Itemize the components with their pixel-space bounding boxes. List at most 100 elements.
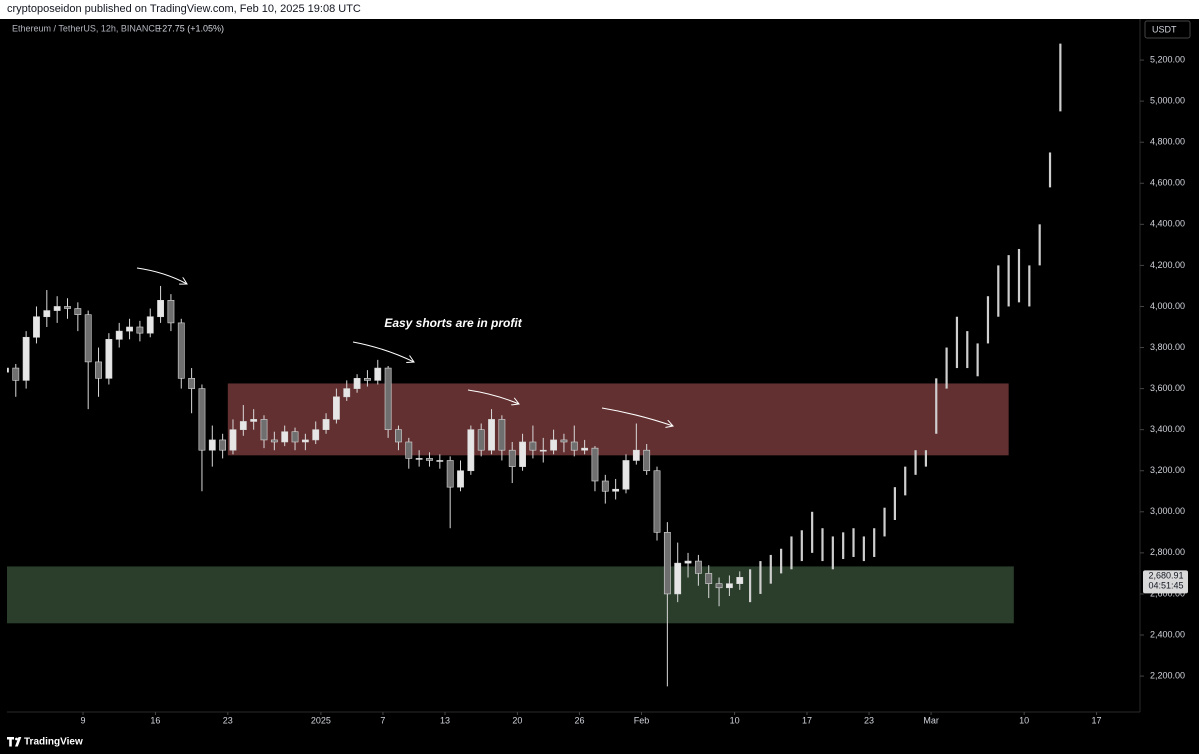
y-tick-label: 3,800.00 <box>1150 342 1185 352</box>
candle-body <box>7 367 9 373</box>
candle-body <box>12 367 20 381</box>
candle-body <box>591 447 599 482</box>
arrows <box>136 267 673 426</box>
candle-body <box>146 316 154 334</box>
candle-body <box>736 577 744 584</box>
candle-body <box>95 361 102 379</box>
x-tick-label: 10 <box>730 715 740 725</box>
publisher-text: cryptoposeidon published on TradingView.… <box>7 3 361 15</box>
x-tick-label: 23 <box>223 715 233 725</box>
candle-body <box>622 460 630 490</box>
candle-body <box>22 336 30 381</box>
candle-body <box>177 322 185 379</box>
x-tick-label: 23 <box>864 715 874 725</box>
x-tick-label: Mar <box>923 715 939 725</box>
x-tick-label: 26 <box>574 715 584 725</box>
brand-logo <box>7 737 22 747</box>
candle-body <box>457 470 464 488</box>
y-tick-label: 4,400.00 <box>1150 219 1185 229</box>
candle-body <box>343 388 351 398</box>
x-tick-label: Feb <box>634 715 650 725</box>
candle-body <box>446 460 454 488</box>
candle-body <box>715 583 723 589</box>
candle-body <box>301 439 309 443</box>
candle-body <box>726 583 733 589</box>
publisher-bar: cryptoposeidon published on TradingView.… <box>0 0 1199 19</box>
symbol-label: Ethereum / TetherUS, 12h, BINANCE <box>12 23 161 33</box>
candle-body <box>53 306 61 311</box>
candle-body <box>332 396 340 420</box>
y-tick-label: 4,000.00 <box>1150 301 1185 311</box>
marks <box>7 43 1062 687</box>
candle-body <box>674 562 682 595</box>
candle-body <box>529 441 537 451</box>
candle-body <box>632 449 640 461</box>
zone <box>227 383 1009 456</box>
candle-body <box>519 441 526 467</box>
arrow <box>352 341 414 362</box>
candle-body <box>498 419 506 451</box>
candle-body <box>364 378 371 381</box>
candle-body <box>560 439 568 443</box>
candle-body <box>653 470 661 533</box>
candle-body <box>167 300 175 324</box>
candle-body <box>426 458 433 461</box>
candle-body <box>188 378 196 389</box>
candle-body <box>477 429 485 451</box>
candle-body <box>250 419 258 422</box>
candle-body <box>281 431 289 443</box>
candle-body <box>229 429 237 451</box>
candle-body <box>405 441 413 459</box>
change-label: +27.75 (+1.05%) <box>157 23 224 33</box>
x-tick-label: 17 <box>1092 715 1102 725</box>
candle-body <box>415 458 423 460</box>
candle-body <box>105 339 113 379</box>
candle-body <box>467 429 475 472</box>
y-tick-label: 4,800.00 <box>1150 137 1185 147</box>
arrow <box>467 389 519 404</box>
candle-body <box>270 439 278 443</box>
x-tick-label: 13 <box>440 715 450 725</box>
candle-body <box>312 429 320 441</box>
candle-body <box>198 388 206 451</box>
y-tick-label: 3,000.00 <box>1150 506 1185 516</box>
arrow <box>136 267 187 284</box>
candle-body <box>136 326 144 334</box>
candle-body <box>488 419 495 451</box>
x-tick-label: 7 <box>380 715 385 725</box>
y-tick-label: 2,800.00 <box>1150 547 1185 557</box>
currency-label[interactable]: USDT <box>1152 24 1177 34</box>
last-price-box <box>1143 570 1188 594</box>
countdown-label: 04:51:45 <box>1148 581 1183 591</box>
candle-body <box>374 367 382 381</box>
y-tick-label: 3,600.00 <box>1150 383 1185 393</box>
candle-body <box>291 431 299 443</box>
y-tick-label: 4,200.00 <box>1150 260 1185 270</box>
y-tick-label: 5,000.00 <box>1150 96 1185 106</box>
x-tick-label: 17 <box>802 715 812 725</box>
candle-body <box>384 367 392 430</box>
y-tick-label: 4,600.00 <box>1150 178 1185 188</box>
candle-body <box>126 326 133 332</box>
candle-body <box>550 439 557 451</box>
candle-body <box>74 308 82 315</box>
chart: Ethereum / TetherUS, 12h, BINANCE +27.75… <box>0 19 1199 754</box>
brand-label: TradingView <box>24 737 83 748</box>
y-tick-label: 2,400.00 <box>1150 629 1185 639</box>
candle-body <box>684 560 692 564</box>
candle-body <box>581 447 589 451</box>
candle-body <box>508 449 516 467</box>
candle-body <box>43 310 51 318</box>
candle-body <box>115 330 123 340</box>
x-tick-label: 16 <box>150 715 160 725</box>
candle-body <box>157 300 164 318</box>
x-tick-label: 9 <box>81 715 86 725</box>
candle-body <box>570 441 578 451</box>
y-tick-label: 3,400.00 <box>1150 424 1185 434</box>
currency-box[interactable] <box>1144 20 1191 39</box>
x-tick-label: 20 <box>512 715 522 725</box>
annotation: Easy shorts are in profit <box>384 316 522 330</box>
y-tick-label: 5,200.00 <box>1150 54 1185 64</box>
candle-body <box>322 419 330 430</box>
